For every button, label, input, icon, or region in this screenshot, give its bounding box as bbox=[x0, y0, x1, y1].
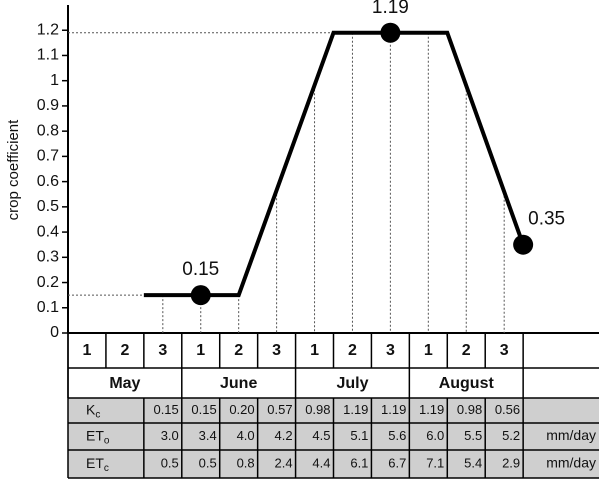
y-tick-label: 0.8 bbox=[37, 122, 59, 139]
cell-value: 6.7 bbox=[388, 455, 406, 470]
month-label: May bbox=[109, 375, 140, 392]
cell-value: 0.5 bbox=[199, 455, 217, 470]
decade-label: 1 bbox=[83, 342, 92, 359]
cell-value: 1.19 bbox=[381, 402, 406, 417]
cell-value: 4.2 bbox=[274, 428, 292, 443]
y-tick-label: 0.1 bbox=[37, 299, 59, 316]
cell-value: 0.98 bbox=[305, 402, 330, 417]
cell-value: 0.5 bbox=[161, 455, 179, 470]
row-label: ETo bbox=[86, 427, 110, 446]
cell-value: 5.5 bbox=[464, 428, 482, 443]
y-tick-label: 0.4 bbox=[37, 223, 59, 240]
cell-value: 4.4 bbox=[312, 455, 330, 470]
month-label: June bbox=[220, 375, 257, 392]
row-label-subscript: o bbox=[104, 435, 110, 446]
decade-label: 3 bbox=[386, 342, 395, 359]
cell-value: 4.5 bbox=[312, 428, 330, 443]
cell-value: 3.0 bbox=[161, 428, 179, 443]
y-tick-label: 1.2 bbox=[37, 21, 59, 38]
cell-value: 0.15 bbox=[153, 402, 178, 417]
decade-label: 1 bbox=[424, 342, 433, 359]
y-tick-label: 0.7 bbox=[37, 148, 59, 165]
decade-label: 1 bbox=[310, 342, 319, 359]
cell-value: 1.19 bbox=[419, 402, 444, 417]
cell-value: 4.0 bbox=[237, 428, 255, 443]
cell-value: 0.98 bbox=[457, 402, 482, 417]
cell-value: 5.1 bbox=[350, 428, 368, 443]
data-label: 0.35 bbox=[528, 209, 565, 230]
cell-value: 0.57 bbox=[267, 402, 292, 417]
y-tick-label: 1 bbox=[50, 72, 59, 89]
row-label: Kc bbox=[86, 401, 100, 420]
y-tick-label: 0.9 bbox=[37, 97, 59, 114]
month-label: July bbox=[336, 375, 368, 392]
cell-value: 1.19 bbox=[343, 402, 368, 417]
row-label-main: ET bbox=[86, 455, 104, 471]
cell-value: 2.9 bbox=[502, 455, 520, 470]
row-unit: mm/day bbox=[546, 455, 596, 471]
cell-value: 2.4 bbox=[274, 455, 292, 470]
row-unit: mm/day bbox=[546, 427, 596, 443]
month-label: August bbox=[439, 375, 495, 392]
row-label-main: ET bbox=[86, 427, 104, 443]
decade-label: 3 bbox=[158, 342, 167, 359]
decade-label: 3 bbox=[500, 342, 509, 359]
cell-value: 7.1 bbox=[426, 455, 444, 470]
cell-value: 5.4 bbox=[464, 455, 482, 470]
y-tick-label: 0.2 bbox=[37, 274, 59, 291]
row-label-subscript: c bbox=[104, 463, 109, 474]
y-axis-label: crop coefficient bbox=[5, 119, 22, 220]
decade-label: 2 bbox=[462, 342, 471, 359]
row-label-main: K bbox=[86, 401, 96, 417]
decade-label: 2 bbox=[234, 342, 243, 359]
cell-value: 0.8 bbox=[237, 455, 255, 470]
cell-value: 5.6 bbox=[388, 428, 406, 443]
y-tick-label: 0 bbox=[50, 324, 59, 341]
cell-value: 6.1 bbox=[350, 455, 368, 470]
y-tick-label: 0.5 bbox=[37, 198, 59, 215]
data-label: 0.15 bbox=[182, 259, 219, 280]
decade-label: 1 bbox=[196, 342, 205, 359]
decade-label: 2 bbox=[348, 342, 357, 359]
cell-value: 3.4 bbox=[199, 428, 217, 443]
data-point bbox=[380, 22, 401, 43]
y-tick-label: 0.3 bbox=[37, 249, 59, 266]
cell-value: 6.0 bbox=[426, 428, 444, 443]
cell-value: 0.56 bbox=[495, 402, 520, 417]
row-label-subscript: c bbox=[95, 409, 100, 420]
data-point bbox=[513, 234, 534, 255]
data-point bbox=[190, 285, 211, 306]
y-tick-label: 0.6 bbox=[37, 173, 59, 190]
decade-label: 2 bbox=[120, 342, 129, 359]
y-tick-label: 1.1 bbox=[37, 47, 59, 64]
cell-value: 5.2 bbox=[502, 428, 520, 443]
cell-value: 0.15 bbox=[191, 402, 216, 417]
decade-label: 3 bbox=[272, 342, 281, 359]
row-label: ETc bbox=[86, 455, 109, 474]
data-label: 1.19 bbox=[372, 0, 409, 18]
cell-value: 0.20 bbox=[229, 402, 254, 417]
